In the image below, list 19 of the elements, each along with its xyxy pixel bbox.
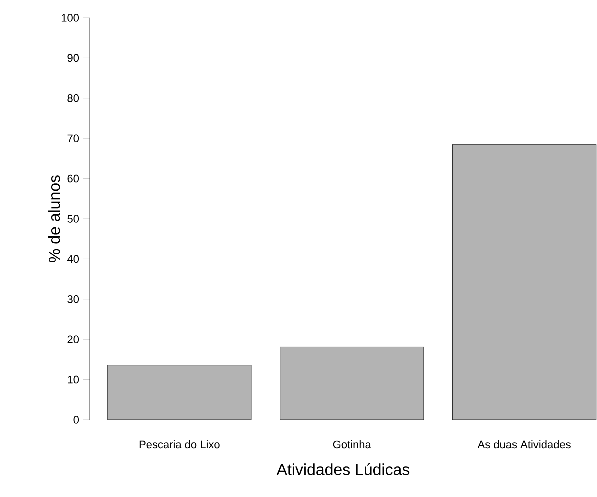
x-tick-label: Gotinha [333, 440, 372, 449]
y-tick-label: 100 [62, 14, 80, 22]
y-tick-label: 0 [74, 416, 80, 424]
x-axis-title: Atividades Lúdicas [276, 463, 410, 476]
y-tick-label: 70 [68, 134, 80, 142]
bar [280, 347, 424, 420]
y-tick-label: 50 [68, 215, 80, 223]
y-tick-label: 30 [68, 296, 80, 304]
y-tick-label: 90 [68, 54, 80, 62]
y-tick-label: 20 [68, 336, 80, 344]
x-tick-label: As duas Atividades [478, 440, 571, 449]
y-tick-label: 10 [68, 376, 80, 384]
y-axis-title: % de alunos [48, 176, 60, 262]
y-tick-label: 60 [68, 174, 80, 183]
x-tick-label: Pescaria do Lixo [140, 440, 220, 449]
y-tick-label: 40 [67, 255, 80, 264]
bar [108, 365, 252, 420]
bar [452, 144, 597, 420]
y-tick-label: 80 [68, 94, 80, 102]
